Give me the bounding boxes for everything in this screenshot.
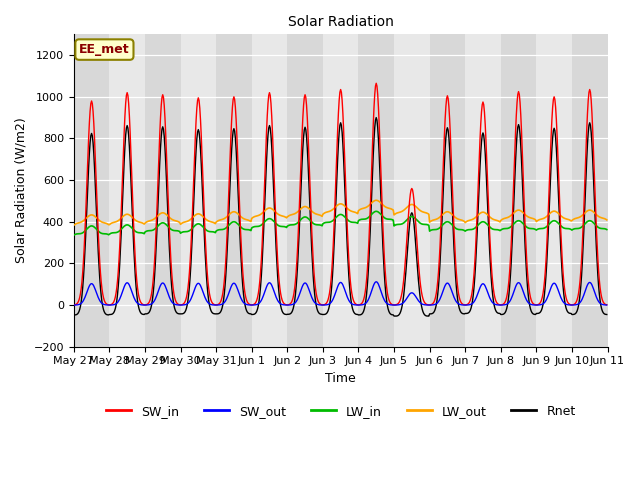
Rnet — [392, 313, 399, 319]
LW_out — [372, 197, 380, 203]
Text: EE_met: EE_met — [79, 43, 130, 56]
SW_out — [422, 302, 429, 308]
Bar — [536, 35, 572, 347]
Bar — [394, 35, 429, 347]
LW_out — [421, 210, 429, 216]
LW_out — [217, 217, 225, 223]
LW_in — [134, 230, 142, 236]
Bar — [252, 35, 287, 347]
Bar — [323, 35, 358, 347]
SW_out — [189, 293, 196, 299]
SW_out — [390, 302, 398, 308]
SW_in — [134, 290, 142, 296]
Line: LW_out: LW_out — [74, 200, 607, 225]
LW_in — [217, 227, 225, 232]
Rnet — [189, 231, 196, 237]
LW_in — [189, 225, 196, 231]
X-axis label: Time: Time — [325, 372, 356, 385]
LW_in — [421, 222, 429, 228]
SW_out — [372, 279, 380, 285]
LW_out — [134, 219, 142, 225]
Bar — [109, 35, 145, 347]
SW_out — [134, 301, 142, 307]
SW_in — [372, 80, 380, 86]
SW_out — [70, 302, 77, 308]
Bar — [465, 35, 500, 347]
SW_in — [189, 211, 196, 217]
Bar — [180, 35, 216, 347]
Rnet — [603, 312, 611, 317]
SW_out — [406, 290, 414, 296]
Rnet — [406, 215, 414, 221]
SW_out — [79, 298, 87, 303]
Rnet — [217, 309, 225, 315]
Rnet — [70, 312, 77, 318]
LW_in — [79, 229, 87, 235]
LW_in — [372, 208, 380, 214]
Rnet — [372, 115, 380, 120]
LW_out — [70, 222, 77, 228]
SW_in — [390, 302, 398, 308]
Title: Solar Radiation: Solar Radiation — [288, 15, 394, 29]
Line: SW_in: SW_in — [74, 83, 607, 305]
LW_out — [79, 218, 87, 224]
Rnet — [79, 275, 87, 281]
Rnet — [134, 302, 142, 308]
SW_in — [422, 301, 429, 307]
LW_out — [406, 202, 413, 208]
SW_in — [217, 299, 225, 305]
Line: SW_out: SW_out — [74, 282, 607, 305]
LW_in — [406, 215, 413, 220]
Legend: SW_in, SW_out, LW_in, LW_out, Rnet: SW_in, SW_out, LW_in, LW_out, Rnet — [100, 400, 580, 423]
LW_out — [189, 215, 196, 221]
SW_in — [603, 302, 611, 308]
LW_in — [70, 232, 77, 238]
Line: LW_in: LW_in — [74, 211, 607, 235]
SW_out — [603, 302, 611, 308]
Line: Rnet: Rnet — [74, 118, 607, 316]
SW_in — [79, 259, 87, 265]
LW_out — [603, 217, 611, 223]
SW_in — [406, 192, 414, 197]
Rnet — [422, 313, 429, 319]
Y-axis label: Solar Radiation (W/m2): Solar Radiation (W/m2) — [15, 118, 28, 264]
SW_out — [217, 302, 225, 308]
SW_in — [70, 302, 77, 308]
LW_in — [603, 227, 611, 232]
